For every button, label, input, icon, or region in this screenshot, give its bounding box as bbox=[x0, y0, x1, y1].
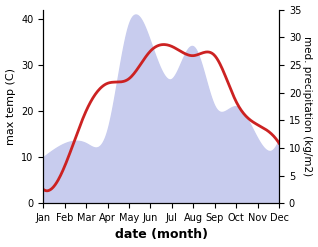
Y-axis label: med. precipitation (kg/m2): med. precipitation (kg/m2) bbox=[302, 36, 313, 176]
X-axis label: date (month): date (month) bbox=[115, 228, 208, 242]
Y-axis label: max temp (C): max temp (C) bbox=[5, 68, 16, 145]
